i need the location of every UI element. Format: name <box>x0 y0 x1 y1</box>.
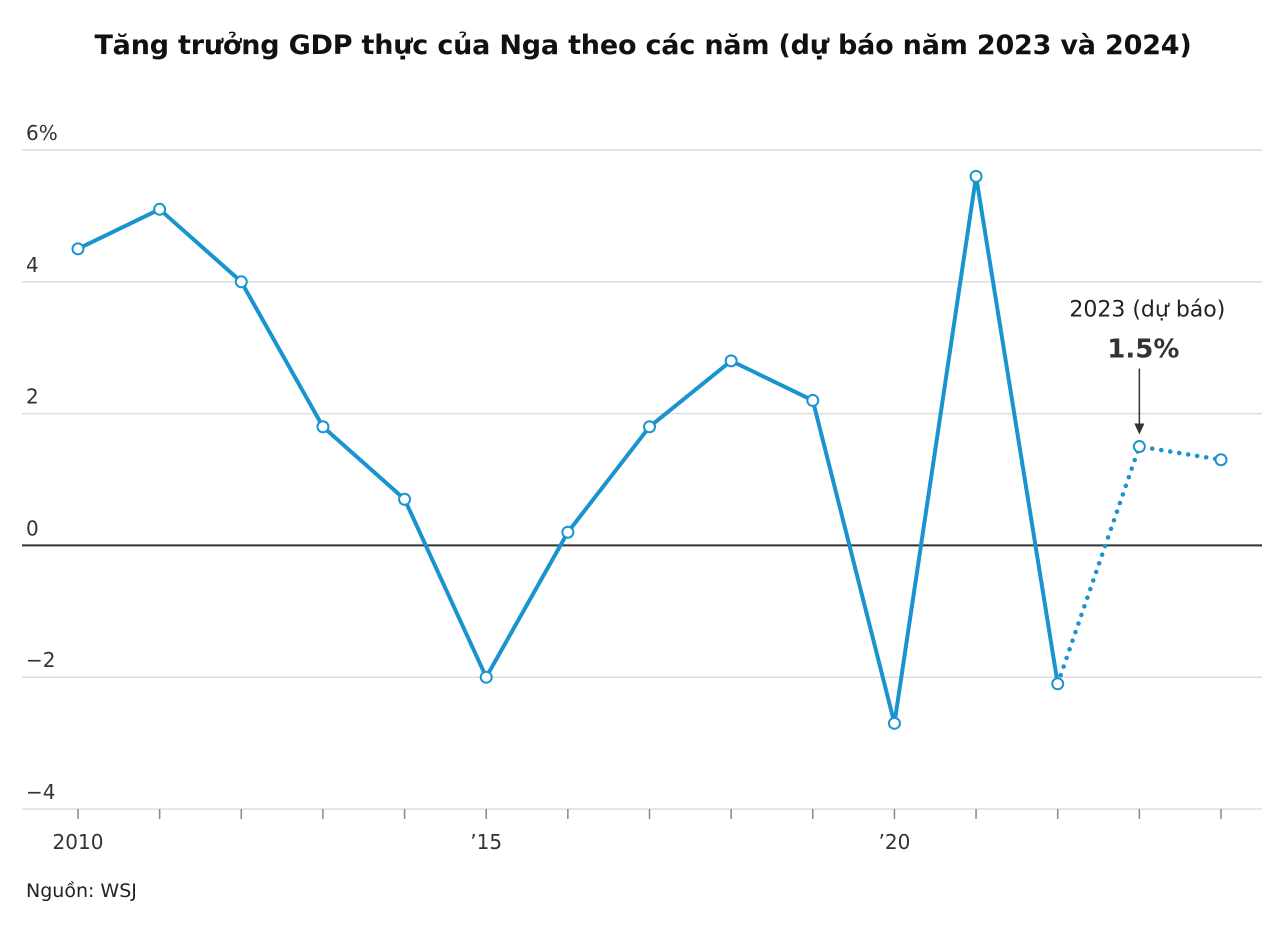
data-point <box>806 393 820 407</box>
data-point <box>398 492 412 506</box>
data-point <box>887 716 901 730</box>
annotation-value: 1.5% <box>1107 335 1179 365</box>
data-point <box>969 169 983 183</box>
y-tick-label: −2 <box>26 648 55 672</box>
x-tick-label: ’20 <box>879 830 911 854</box>
data-point <box>1132 440 1146 454</box>
data-point <box>1214 453 1228 467</box>
x-tick-label: 2010 <box>53 830 104 854</box>
grid-lines <box>22 149 1262 810</box>
data-points <box>71 169 1228 730</box>
data-point <box>71 242 85 256</box>
annotation-label: 2023 (dự báo) <box>1069 298 1225 323</box>
y-tick-label: 2 <box>26 385 39 409</box>
data-point <box>153 202 167 216</box>
y-tick-label: 4 <box>26 253 39 277</box>
forecast-series-line <box>1055 444 1224 687</box>
forecast-annotation: 2023 (dự báo) 1.5% <box>1069 298 1225 435</box>
source-note: Nguồn: WSJ <box>26 880 137 902</box>
data-point <box>561 525 575 539</box>
chart-title: Tăng trưởng GDP thực của Nga theo các nă… <box>94 30 1192 61</box>
data-point <box>234 275 248 289</box>
data-point <box>724 354 738 368</box>
y-tick-label: 0 <box>26 516 39 540</box>
data-point <box>479 670 493 684</box>
data-point <box>316 420 330 434</box>
x-tick-label: ’15 <box>470 830 502 854</box>
y-tick-label: −4 <box>26 780 55 804</box>
annotation-arrow-head <box>1134 423 1145 435</box>
y-tick-label: 6% <box>26 121 58 145</box>
data-point <box>1051 677 1065 691</box>
actual-series-line <box>76 174 1060 726</box>
data-point <box>643 420 656 434</box>
axes: 6% 4 2 0 −2 −4 2010 ’15 ’20 <box>22 121 1262 854</box>
series-lines <box>76 174 1224 726</box>
